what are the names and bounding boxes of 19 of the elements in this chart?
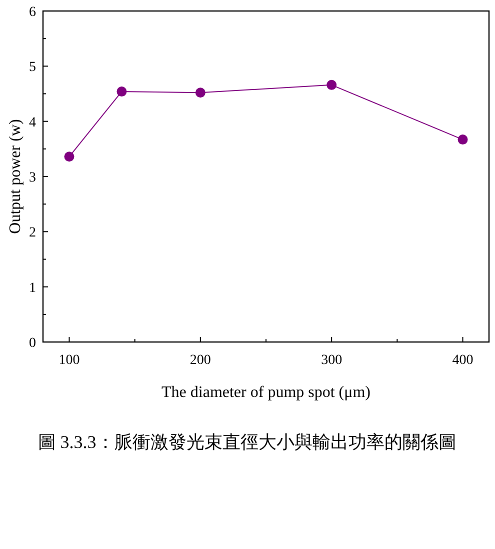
point	[195, 88, 206, 98]
y-tick-label: 4	[29, 115, 36, 130]
x-axis-title: The diameter of pump spot (μm)	[162, 384, 370, 401]
x-tick-label: 100	[58, 353, 80, 368]
y-tick-label: 0	[29, 336, 36, 351]
caption: 圖 3.3.3：脈衝激發光束直徑大小與輸出功率的關係圖	[38, 432, 456, 452]
y-tick-label: 2	[29, 226, 36, 241]
x-tick-label: 200	[190, 353, 211, 368]
y-tick-label: 6	[29, 5, 36, 20]
point	[116, 86, 127, 97]
y-tick-label: 5	[29, 60, 36, 76]
y-tick-label: 3	[29, 170, 36, 186]
point	[458, 134, 468, 145]
x-tick-label: 300	[321, 353, 342, 368]
x-tick-label: 400	[452, 353, 474, 368]
y-axis-title: Output power (w)	[7, 119, 24, 234]
point	[64, 152, 74, 162]
point	[326, 80, 337, 90]
y-tick-label: 1	[29, 280, 36, 296]
